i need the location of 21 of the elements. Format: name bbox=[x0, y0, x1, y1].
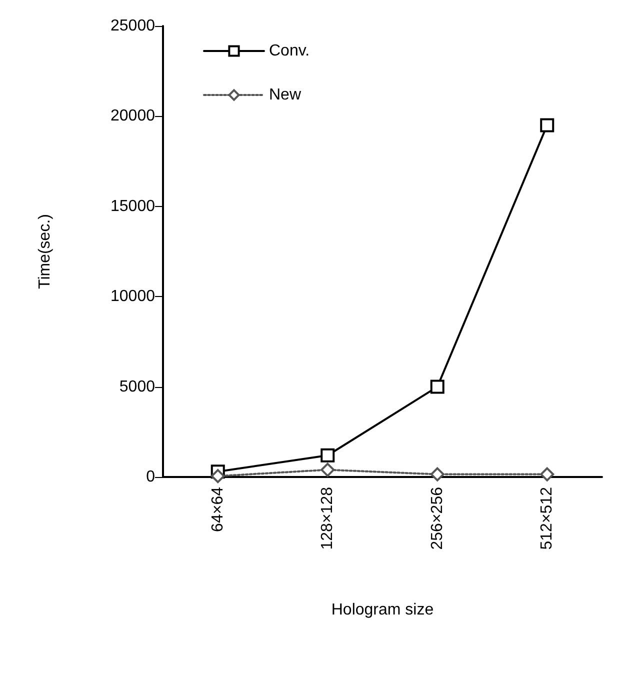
x-tick-label: 64×64 bbox=[209, 486, 226, 532]
y-tick-label: 15000 bbox=[110, 198, 156, 215]
y-tick-label: 5000 bbox=[119, 378, 156, 396]
point bbox=[430, 380, 444, 394]
y-tick-label: 20000 bbox=[110, 108, 156, 125]
x-axis-title: Hologram size bbox=[331, 602, 434, 618]
y-tick-label: 10000 bbox=[110, 288, 156, 306]
point bbox=[540, 467, 554, 482]
y-tick-label: 25000 bbox=[110, 18, 156, 34]
point bbox=[320, 448, 335, 462]
legend-label: Conv. bbox=[269, 42, 310, 60]
point bbox=[430, 467, 444, 482]
x-tick-label: 128×128 bbox=[319, 486, 336, 550]
point bbox=[540, 118, 554, 132]
y-axis-title: Time(sec.) bbox=[36, 214, 54, 289]
x-tick-label: 256×256 bbox=[428, 486, 446, 550]
y-tick-label: 0 bbox=[146, 468, 156, 486]
point bbox=[320, 462, 335, 477]
x-tick-label: 512×512 bbox=[538, 486, 556, 550]
legend-label: New bbox=[269, 86, 302, 104]
point bbox=[210, 469, 225, 484]
